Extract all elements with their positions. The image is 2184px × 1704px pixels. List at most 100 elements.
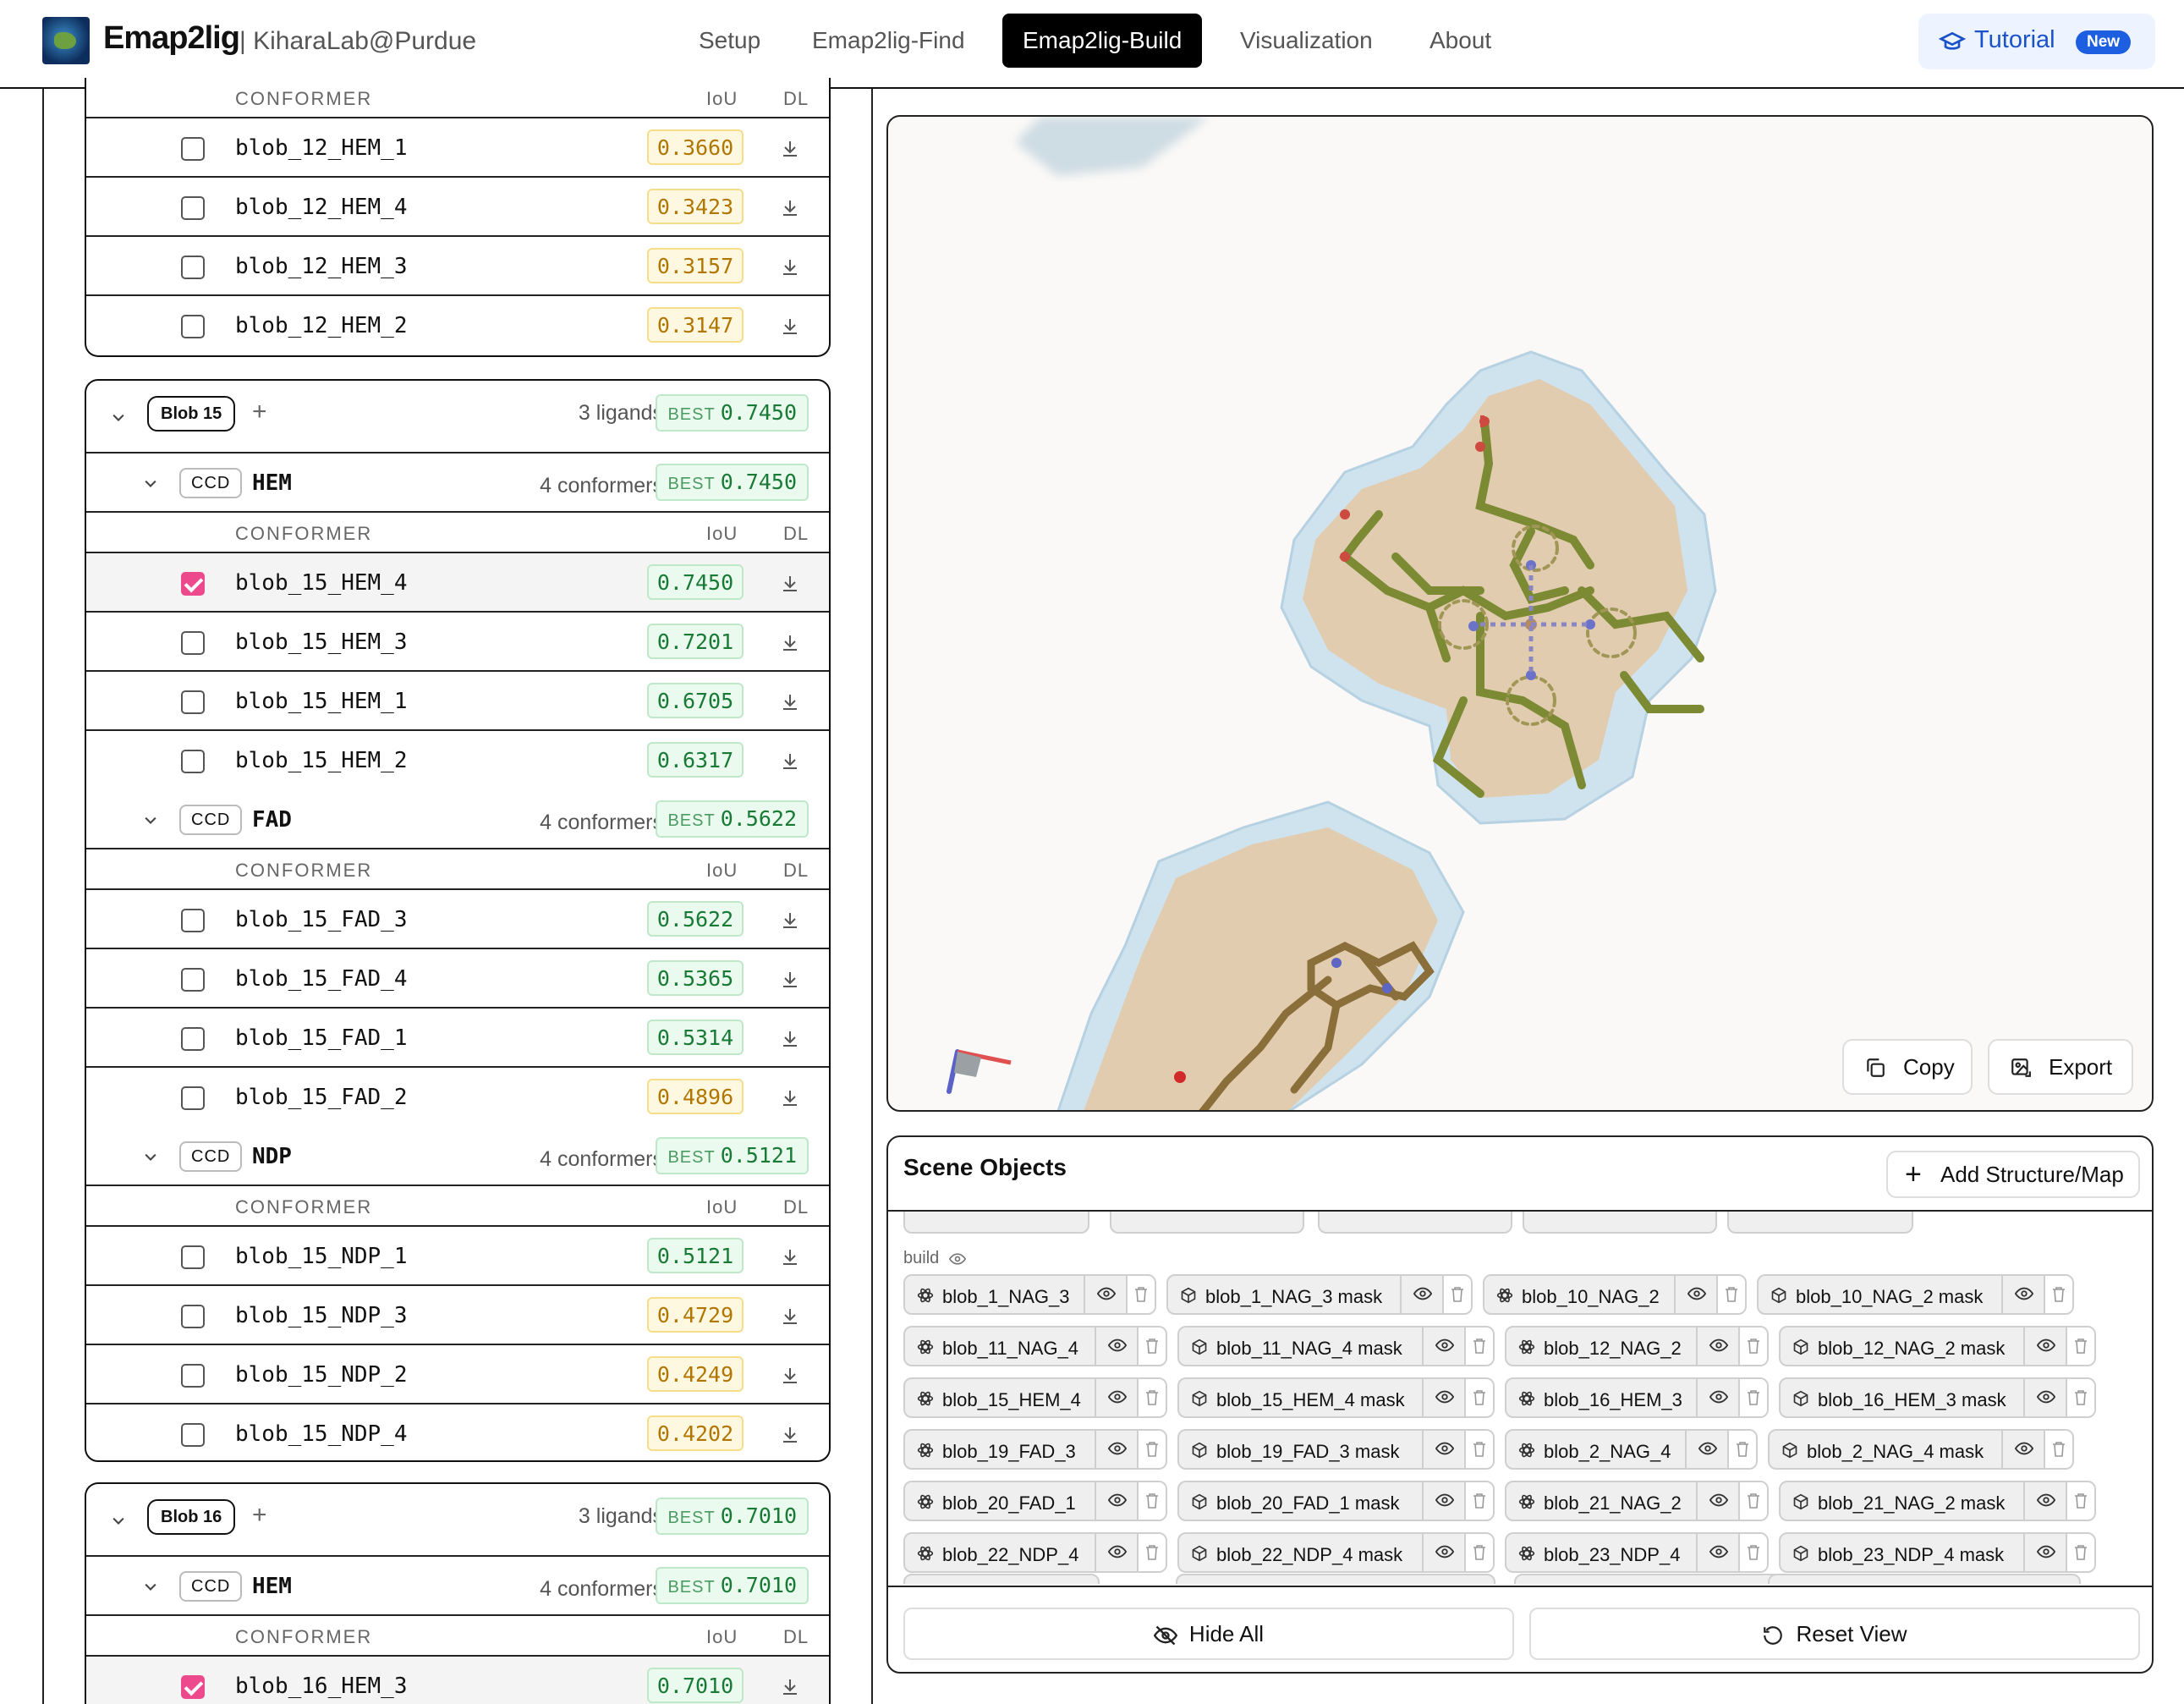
conformer-checkbox[interactable] [181,1305,205,1328]
eye-icon[interactable] [1674,1276,1716,1313]
scene-object-chip[interactable]: blob_2_NAG_4 [1505,1429,1758,1470]
conformer-row[interactable]: blob_16_HEM_3 0.7010 [86,1657,829,1704]
scene-chip-partial[interactable] [1176,1574,1495,1584]
chevron-down-icon[interactable] [142,1579,159,1596]
scene-chip-partial[interactable] [1318,1212,1512,1234]
conformer-row[interactable]: blob_15_NDP_2 0.4249 [86,1345,829,1404]
chevron-down-icon[interactable] [110,1513,127,1530]
trash-icon[interactable] [1137,1327,1166,1365]
trash-icon[interactable] [1738,1482,1767,1520]
conformer-checkbox[interactable] [181,1245,205,1269]
trash-icon[interactable] [1126,1276,1155,1313]
download-icon[interactable] [780,198,800,218]
download-icon[interactable] [780,970,800,990]
conformer-row[interactable]: blob_12_HEM_2 0.3147 [86,296,829,355]
trash-icon[interactable] [2044,1276,2072,1313]
eye-icon[interactable] [1422,1379,1464,1416]
eye-icon[interactable] [1696,1482,1738,1520]
nav-setup[interactable]: Setup [699,27,761,53]
conformer-row[interactable]: blob_15_HEM_1 0.6705 [86,672,829,731]
eye-icon[interactable] [1422,1534,1464,1571]
copy-button[interactable]: Copy [1842,1039,1973,1095]
conformer-checkbox[interactable] [181,572,205,596]
conformer-row[interactable]: blob_15_FAD_2 0.4896 [86,1068,829,1127]
eye-icon[interactable] [1095,1431,1137,1468]
conformer-checkbox[interactable] [181,750,205,773]
download-icon[interactable] [780,139,800,159]
eye-icon[interactable] [1095,1379,1137,1416]
brand-title[interactable]: Emap2lig [103,20,240,56]
scene-object-chip[interactable]: blob_23_NDP_4 [1505,1532,1769,1573]
eye-icon[interactable] [1084,1276,1126,1313]
blob-header[interactable]: Blob 15 + 3 ligands BEST 0.7450 [86,381,829,453]
scene-object-chip[interactable]: blob_20_FAD_1 [903,1481,1167,1521]
trash-icon[interactable] [1137,1431,1166,1468]
conformer-row[interactable]: blob_12_HEM_1 0.3660 [86,118,829,178]
conformer-checkbox[interactable] [181,1423,205,1447]
reset-view-button[interactable]: Reset View [1529,1608,2140,1660]
scene-object-chip[interactable]: blob_22_NDP_4 mask [1177,1532,1495,1573]
pane-divider[interactable] [871,89,873,1704]
conformer-row[interactable]: blob_15_HEM_2 0.6317 [86,731,829,790]
trash-icon[interactable] [1738,1327,1767,1365]
download-icon[interactable] [780,1029,800,1049]
conformer-row[interactable]: blob_15_FAD_4 0.5365 [86,949,829,1009]
conformer-checkbox[interactable] [181,256,205,279]
nav-about[interactable]: About [1429,27,1492,53]
conformer-checkbox[interactable] [181,909,205,932]
scene-object-chip[interactable]: blob_16_HEM_3 [1505,1377,1769,1418]
conformer-row[interactable]: blob_15_FAD_3 0.5622 [86,890,829,949]
conformer-checkbox[interactable] [181,137,205,161]
scene-chip-partial[interactable] [1514,1574,1792,1584]
eye-icon[interactable] [1696,1327,1738,1365]
trash-icon[interactable] [1137,1379,1166,1416]
eye-icon[interactable] [1422,1431,1464,1468]
trash-icon[interactable] [1137,1534,1166,1571]
app-logo[interactable] [42,17,90,64]
nav-visualization[interactable]: Visualization [1240,27,1373,53]
eye-icon[interactable] [2001,1276,2044,1313]
download-icon[interactable] [780,1088,800,1108]
conformer-row[interactable]: blob_15_FAD_1 0.5314 [86,1009,829,1068]
molecule-viewer-canvas[interactable]: Copy Export [886,115,2154,1112]
scene-object-chip[interactable]: blob_2_NAG_4 mask [1768,1429,2074,1470]
download-icon[interactable] [780,692,800,712]
trash-icon[interactable] [1442,1276,1471,1313]
eye-icon[interactable] [2023,1482,2066,1520]
conformer-row[interactable]: blob_15_HEM_4 0.7450 [86,553,829,613]
scene-object-chip[interactable]: blob_21_NAG_2 mask [1779,1481,2096,1521]
conformer-checkbox[interactable] [181,1027,205,1051]
download-icon[interactable] [780,574,800,594]
trash-icon[interactable] [2066,1327,2094,1365]
trash-icon[interactable] [2066,1534,2094,1571]
eye-icon[interactable] [2023,1327,2066,1365]
scene-object-chip[interactable]: blob_11_NAG_4 mask [1177,1326,1495,1366]
scene-object-list[interactable]: build blob_1_NAG_3 blob_1_NAG_3 mask blob_… [888,1212,2152,1584]
scene-object-chip[interactable]: blob_12_NAG_2 [1505,1326,1769,1366]
scene-object-chip[interactable]: blob_23_NDP_4 mask [1779,1532,2096,1573]
trash-icon[interactable] [2044,1431,2072,1468]
scene-object-chip[interactable]: blob_22_NDP_4 [903,1532,1167,1573]
scene-chip-partial[interactable] [1727,1212,1913,1234]
tutorial-button[interactable]: Tutorial New [1918,14,2155,69]
conformer-checkbox[interactable] [181,690,205,714]
scene-object-chip[interactable]: blob_19_FAD_3 [903,1429,1167,1470]
scene-object-chip[interactable]: blob_16_HEM_3 mask [1779,1377,2096,1418]
scene-object-chip[interactable]: blob_11_NAG_4 [903,1326,1167,1366]
scene-object-chip[interactable]: blob_10_NAG_2 [1483,1274,1747,1315]
download-icon[interactable] [780,1306,800,1327]
chevron-down-icon[interactable] [142,475,159,492]
trash-icon[interactable] [2066,1482,2094,1520]
trash-icon[interactable] [2066,1379,2094,1416]
nav-emap2lig-find[interactable]: Emap2lig-Find [812,27,965,53]
conformer-row[interactable]: blob_12_HEM_4 0.3423 [86,178,829,237]
eye-icon[interactable] [1685,1431,1727,1468]
trash-icon[interactable] [1727,1431,1756,1468]
scene-chip-partial[interactable] [903,1212,1089,1234]
download-icon[interactable] [780,1677,800,1697]
conformer-row[interactable]: blob_12_HEM_3 0.3157 [86,237,829,296]
eye-icon[interactable] [1696,1534,1738,1571]
ligand-row[interactable]: CCD HEM 4 conformers BEST 0.7010 [86,1557,829,1616]
add-ligand-button[interactable]: + [252,398,267,426]
trash-icon[interactable] [1738,1534,1767,1571]
